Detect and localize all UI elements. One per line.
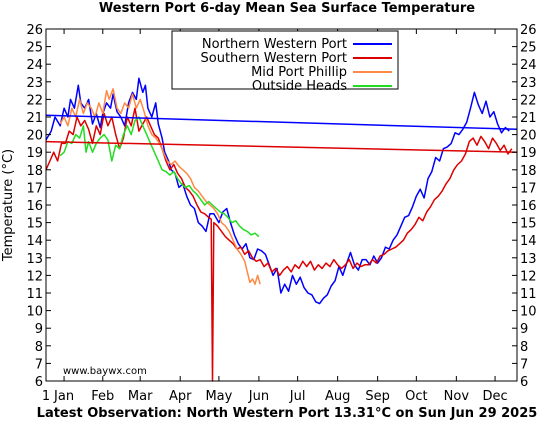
watermark: www.baywx.com — [63, 366, 147, 377]
y-tick-label-right: 21 — [520, 111, 537, 126]
x-tick-label: Oct — [405, 389, 427, 404]
x-axis-label: Latest Observation: North Western Port 1… — [37, 406, 538, 421]
y-axis-label: Temperature (°C) — [1, 149, 16, 262]
y-tick-label-right: 19 — [520, 146, 537, 161]
y-tick-label-left: 9 — [35, 322, 43, 337]
x-tick-label: Sep — [365, 389, 390, 404]
y-tick-label-right: 20 — [520, 129, 537, 144]
y-tick-label-left: 8 — [35, 340, 43, 355]
y-tick-label-right: 11 — [520, 287, 537, 302]
legend-box — [171, 30, 399, 90]
x-tick-label: Nov — [444, 389, 470, 404]
y-tick-label-left: 11 — [26, 287, 43, 302]
y-tick-label-right: 17 — [520, 181, 537, 196]
y-tick-label-left: 12 — [26, 269, 43, 284]
y-tick-label-left: 23 — [26, 76, 43, 91]
series-line-southern-western-port — [45, 107, 513, 382]
x-tick-label: Jul — [289, 389, 306, 404]
y-tick-label-right: 23 — [520, 76, 537, 91]
x-axis: 1 Jan Feb Mar Apr May Jun Jul Aug Sep Oct Nov Dec — [42, 29, 508, 404]
series-trend-line-4 — [45, 114, 518, 131]
y-tick-label-left: 20 — [26, 129, 43, 144]
y-tick-label-left: 14 — [26, 234, 43, 249]
y-tick-label-left: 10 — [26, 305, 43, 320]
y-tick-label-left: 17 — [26, 181, 43, 196]
y-tick-label-left: 25 — [26, 41, 43, 56]
y-tick-label-left: 26 — [26, 23, 43, 38]
y-tick-label-right: 15 — [520, 217, 537, 232]
y-tick-label-left: 21 — [26, 111, 43, 126]
y-tick-label-right: 18 — [520, 164, 537, 179]
x-tick-label: Feb — [91, 389, 114, 404]
x-tick-label: Jan — [53, 389, 74, 404]
y-tick-label-right: 22 — [520, 93, 537, 108]
x-tick-label: Apr — [169, 389, 192, 404]
y-tick-label-right: 13 — [520, 252, 537, 267]
y-axis-right: 6 7 8 9 10 11 12 13 14 15 16 17 18 19 20 21 22 23 24 25 26 — [512, 23, 537, 390]
y-tick-label-left: 16 — [26, 199, 43, 214]
chart-title: Western Port 6-day Mean Sea Surface Temp… — [99, 1, 475, 16]
series-layer — [45, 77, 518, 382]
x-tick-label: Dec — [482, 389, 507, 404]
y-tick-label-right: 24 — [520, 58, 537, 73]
y-tick-label-left: 15 — [26, 217, 43, 232]
y-tick-label-left: 6 — [35, 375, 43, 390]
x-tick-label: Jun — [248, 389, 269, 404]
y-tick-label-left: 24 — [26, 58, 43, 73]
y-tick-label-right: 25 — [520, 41, 537, 56]
y-tick-label-left: 22 — [26, 93, 43, 108]
series-trend-line-5 — [45, 140, 518, 153]
y-tick-label-right: 16 — [520, 199, 537, 214]
x-tick-label: Aug — [325, 389, 350, 404]
series-line-outside-heads — [59, 116, 260, 238]
y-tick-label-right: 10 — [520, 305, 537, 320]
y-tick-label-right: 8 — [520, 340, 528, 355]
legend-label: Northern Western Port — [202, 37, 347, 52]
series-line-northern-western-port — [45, 77, 510, 305]
legend-label: Mid Port Phillip — [251, 65, 347, 80]
x-tick-label: May — [205, 389, 232, 404]
y-tick-label-left: 7 — [35, 357, 43, 372]
y-tick-label-right: 6 — [520, 375, 528, 390]
y-tick-label-left: 13 — [26, 252, 43, 267]
y-tick-label-right: 14 — [520, 234, 537, 249]
y-tick-label-right: 9 — [520, 322, 528, 337]
y-tick-label-right: 12 — [520, 269, 537, 284]
y-tick-label-right: 26 — [520, 23, 537, 38]
y-tick-label-right: 7 — [520, 357, 528, 372]
legend-label: Outside Heads — [252, 79, 347, 94]
x-start-label: 1 — [42, 389, 50, 404]
y-tick-label-left: 18 — [26, 164, 43, 179]
y-tick-label-left: 19 — [26, 146, 43, 161]
y-axis-left: 6 7 8 9 10 11 12 13 14 15 16 17 18 19 20 21 22 23 24 25 26 — [26, 23, 51, 390]
x-tick-label: Mar — [128, 389, 153, 404]
legend-label: Southern Western Port — [201, 51, 348, 66]
